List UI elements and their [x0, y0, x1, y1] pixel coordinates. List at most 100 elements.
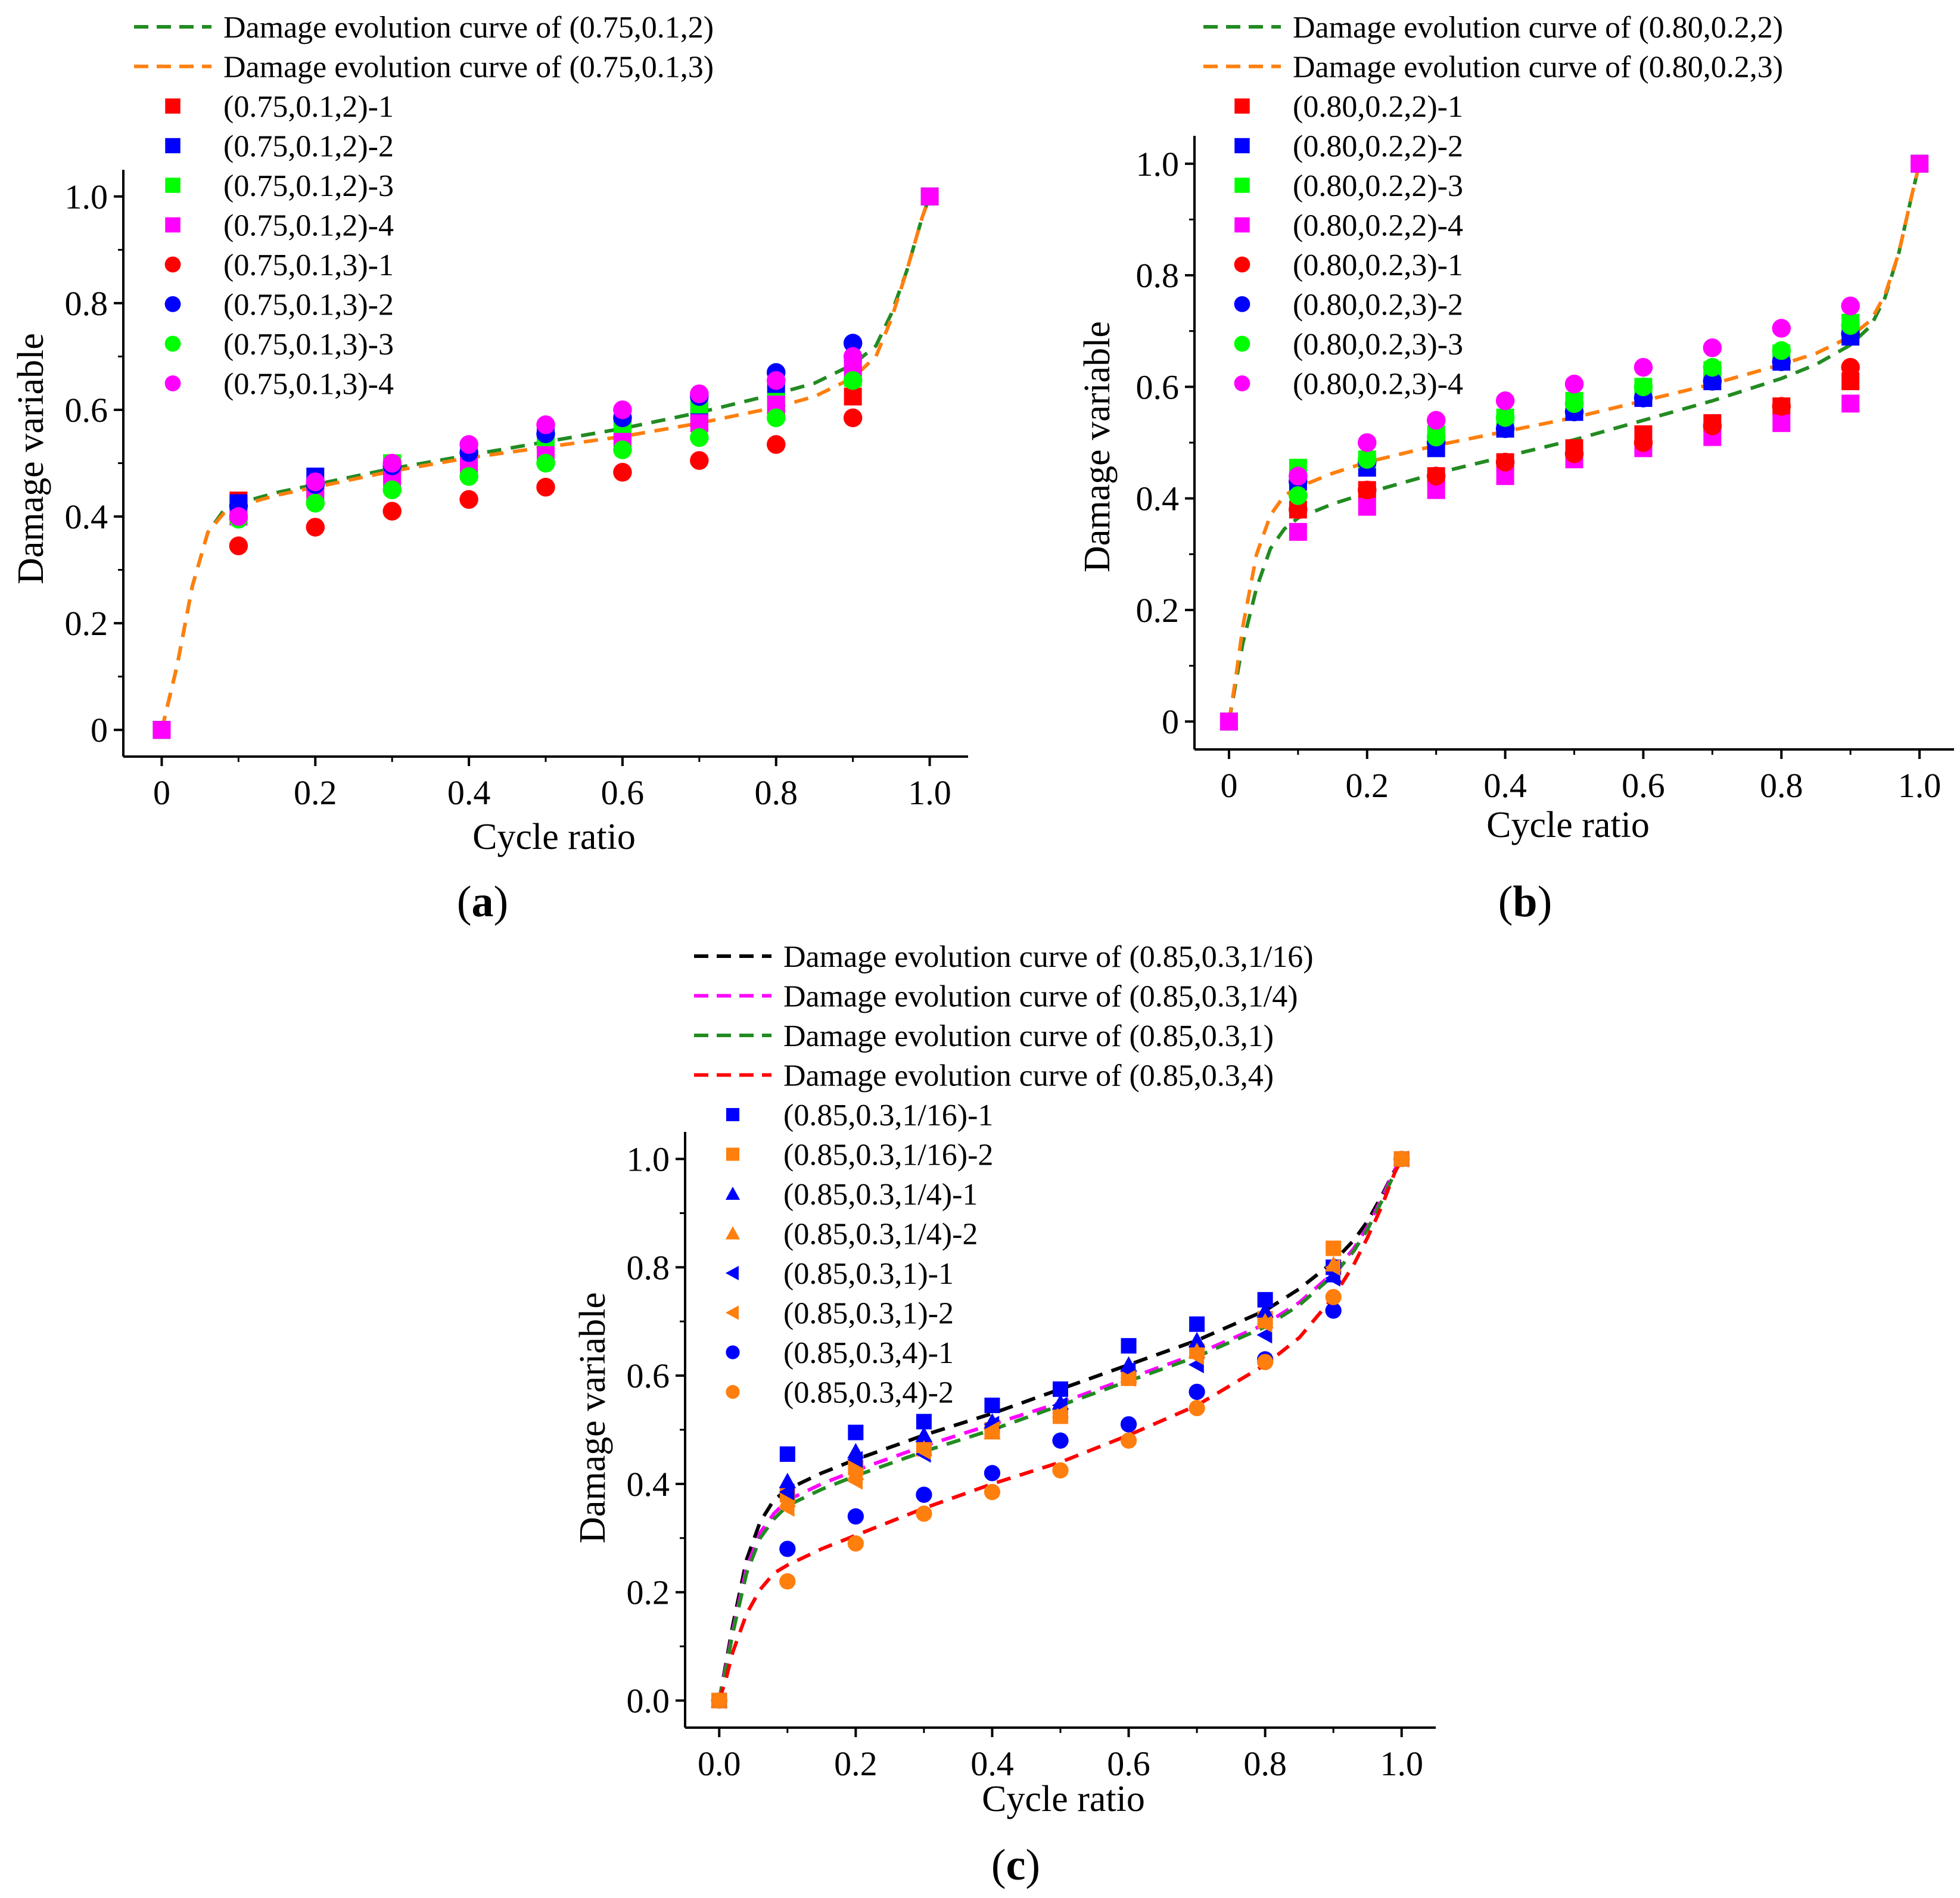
legend-label: (0.80,0.2,3)-3: [1293, 328, 1463, 362]
x-tick-label: 1.0: [908, 773, 951, 812]
legend-label: (0.80,0.2,3)-2: [1293, 288, 1463, 322]
x-tick-label: 0.6: [1107, 1744, 1150, 1783]
legend-label: (0.85,0.3,1/16)-1: [783, 1099, 993, 1132]
data-point: [1121, 1338, 1137, 1354]
legend-label: Damage evolution curve of (0.85,0.3,1): [783, 1019, 1274, 1053]
x-tick-label: 0: [1220, 766, 1237, 805]
x-axis-title-a: Cycle ratio: [472, 817, 636, 857]
y-axis-title-a: Damage variable: [11, 333, 51, 584]
y-tick-label: 0.4: [627, 1465, 670, 1504]
data-point: [382, 480, 402, 500]
x-tick-label: 0.0: [698, 1744, 741, 1783]
legend-marker: [1234, 217, 1250, 233]
y-tick-label: 0.2: [1136, 591, 1180, 630]
legend-label: (0.80,0.2,3)-4: [1293, 368, 1463, 402]
legend-marker: [1234, 98, 1250, 114]
data-point: [1256, 1326, 1273, 1344]
legend-label: (0.75,0.1,2)-2: [223, 130, 394, 164]
x-tick-label: 1.0: [1380, 1744, 1423, 1783]
legend-label: Damage evolution curve of (0.85,0.3,4): [783, 1059, 1274, 1093]
data-point: [766, 408, 786, 428]
legend-marker: [165, 217, 181, 233]
panel-a: Damage evolution curve of (0.75,0.1,2) Da…: [11, 11, 968, 926]
legend-label: (0.85,0.3,1/4)-2: [783, 1218, 978, 1252]
data-point: [779, 1573, 796, 1590]
data-point: [382, 502, 402, 521]
legend-label: (0.75,0.1,3)-3: [223, 328, 394, 362]
data-point: [1564, 374, 1584, 394]
legend-b: Damage evolution curve of (0.80,0.2,2) Da…: [1203, 11, 1783, 402]
data-point: [915, 1426, 933, 1442]
x-tick-label: 0.4: [447, 773, 491, 812]
data-point: [1325, 1289, 1342, 1305]
x-tick-label: 0.6: [601, 773, 645, 812]
y-tick-label: 0.6: [627, 1356, 670, 1395]
legend-marker: [726, 1384, 740, 1399]
data-point: [536, 478, 555, 497]
legend-marker: [725, 1265, 739, 1281]
damage-curve-1: [717, 1158, 1404, 1701]
legend-label: (0.80,0.2,3)-1: [1293, 248, 1463, 282]
y-tick-label: 0: [91, 711, 108, 749]
data-point: [984, 1398, 1000, 1414]
data-point: [779, 1473, 797, 1489]
data-point: [779, 1541, 796, 1557]
x-tick-label: 0.8: [1243, 1744, 1287, 1783]
legend-marker: [165, 98, 181, 114]
data-point: [844, 387, 862, 406]
legend-marker: [1234, 138, 1250, 154]
data-point: [843, 334, 863, 353]
legend-marker: [1234, 296, 1250, 312]
y-tick-label: 0.2: [65, 604, 108, 643]
data-point: [1219, 712, 1238, 731]
data-point: [1841, 316, 1860, 335]
x-tick-label: 0.2: [294, 773, 337, 812]
legend-label: (0.80,0.2,2)-2: [1293, 130, 1463, 164]
data-point: [1358, 433, 1377, 452]
damage-curve-2: [717, 1158, 1404, 1701]
data-point: [306, 518, 325, 537]
legend-marker: [1234, 335, 1250, 352]
data-point: [1358, 497, 1376, 516]
y-axis-title-b: Damage variable: [1077, 321, 1118, 572]
data-point: [1256, 1354, 1274, 1371]
data-point: [915, 1443, 931, 1460]
y-tick-label: 1.0: [1136, 145, 1180, 183]
data-point: [1703, 338, 1722, 357]
data-point: [1289, 486, 1308, 505]
axes-b: 0 0.2 0.4 0.6 0.8 1.0 0 0.2 0.4 0.6 0.8 1.0: [1136, 136, 1954, 805]
data-point: [916, 1505, 932, 1522]
data-point: [1634, 357, 1653, 377]
data-point: [1324, 1270, 1340, 1287]
panel-label-b: (b): [1498, 878, 1552, 926]
data-point: [1120, 1416, 1137, 1433]
data-point: [847, 1451, 863, 1468]
legend-a: Damage evolution curve of (0.75,0.1,2) Da…: [134, 11, 714, 402]
y-tick-label: 0.6: [65, 391, 108, 430]
data-point: [1289, 466, 1308, 486]
legend-marker: [726, 1107, 740, 1122]
data-point: [1358, 480, 1377, 500]
curves-b: [1227, 163, 1921, 722]
y-tick-label: 1.0: [627, 1140, 670, 1178]
legend-label: (0.85,0.3,1/16)-2: [783, 1138, 993, 1172]
x-tick-label: 0.4: [1483, 766, 1527, 805]
axes-c: 0.0 0.2 0.4 0.6 0.8 1.0 0.0 0.2 0.4 0.6 0.8 1.0: [627, 1132, 1436, 1783]
data-point: [1634, 433, 1653, 452]
legend-label: (0.85,0.3,4)-1: [783, 1336, 954, 1370]
data-point: [1052, 1432, 1069, 1449]
legend-label: Damage evolution curve of (0.80,0.2,2): [1293, 11, 1783, 45]
data-point: [1256, 1302, 1274, 1318]
data-point: [1189, 1383, 1205, 1401]
data-point: [306, 493, 325, 513]
data-point: [766, 435, 786, 454]
data-point: [536, 453, 555, 473]
data-point: [847, 1508, 864, 1525]
legend-marker: [1234, 375, 1250, 391]
legend-label: (0.75,0.1,2)-1: [223, 90, 394, 124]
legend-label: Damage evolution curve of (0.80,0.2,3): [1293, 51, 1783, 85]
data-point: [779, 1483, 795, 1501]
legend-label: (0.75,0.1,3)-2: [223, 288, 394, 322]
data-point: [916, 1486, 932, 1503]
